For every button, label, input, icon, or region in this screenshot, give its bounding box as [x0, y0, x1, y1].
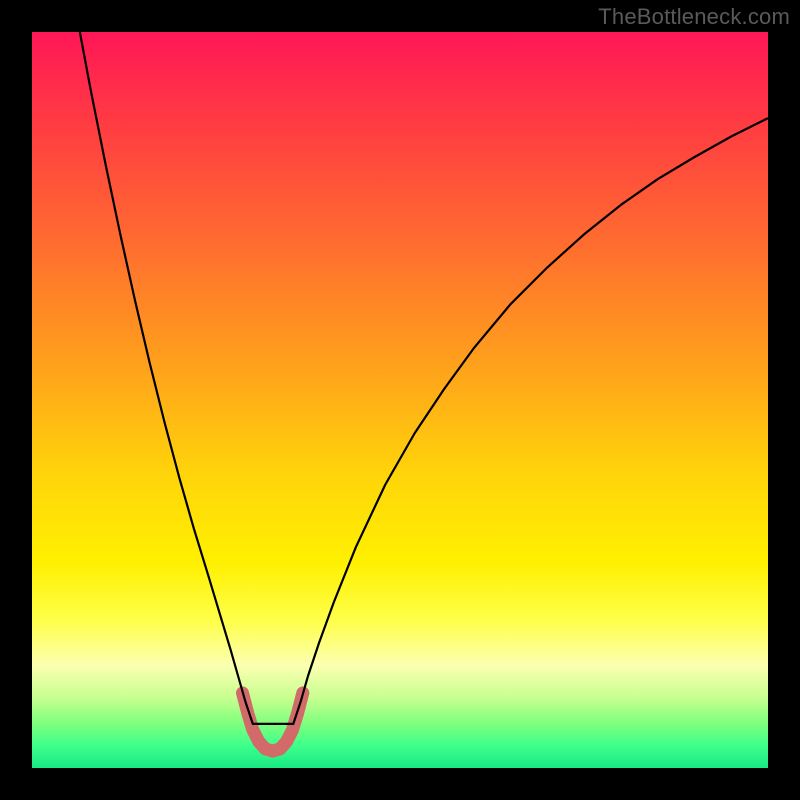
watermark-text: TheBottleneck.com: [598, 4, 790, 30]
bottleneck-curve: [80, 32, 768, 724]
chart-plot-area: [32, 32, 768, 768]
chart-curve-layer: [32, 32, 768, 768]
